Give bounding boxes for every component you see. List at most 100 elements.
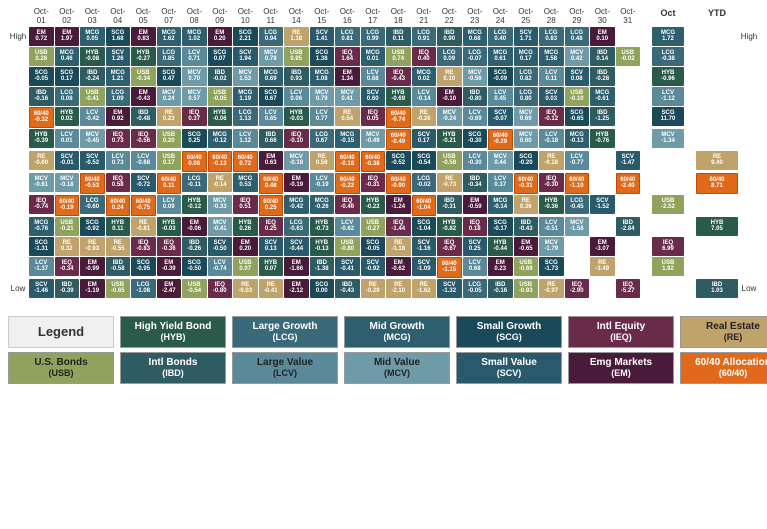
heatmap-cell: HYB7.05 (696, 217, 738, 236)
heatmap-cell: RE-1.18 (386, 237, 411, 256)
legend-item-ibd: Intl Bonds(IBD) (120, 352, 226, 384)
heatmap-cell: USB-0.93 (514, 279, 539, 298)
heatmap-cell: MCG0.17 (514, 47, 539, 66)
heatmap-cell: SCV1.41 (310, 27, 335, 46)
heatmap-cell: HYB-0.08 (80, 47, 105, 66)
heatmap-cell: IBD0.14 (590, 47, 615, 66)
heatmap-cell: MCV0.78 (259, 47, 284, 66)
heatmap-cell: LCV0.71 (182, 47, 207, 66)
heatmap-cell: LCV-0.19 (310, 173, 335, 192)
heatmap-cell: LCV-1.37 (29, 257, 54, 276)
heatmap-cell: MCV-0.24 (437, 107, 462, 126)
heatmap-cell: HYB0.02 (55, 107, 80, 126)
heatmap-cell: LCG-0.02 (412, 173, 437, 192)
heatmap-cell: EM-1.24 (386, 195, 411, 214)
heatmap-cell: IBD-0.24 (80, 67, 105, 86)
heatmap-cell: LCV-0.18 (539, 129, 564, 148)
heatmap-cell: 60/40-0.29 (488, 129, 513, 150)
heatmap-cell: USB-0.41 (80, 87, 105, 106)
heatmap-cell: 60/40-0.90 (386, 173, 411, 194)
heatmap-cell: MCV-1.58 (565, 217, 590, 236)
heatmap-cell: LCV-0.77 (565, 151, 590, 170)
heatmap-cell: EM-1.19 (80, 279, 105, 298)
heatmap-cell: RE0.23 (157, 107, 182, 126)
heatmap-cell: LCV-1.12 (652, 87, 684, 106)
heatmap-cell: LCV0.73 (106, 151, 131, 170)
heatmap-cell: MCG0.61 (488, 47, 513, 66)
heatmap-cell: MCV0.70 (182, 67, 207, 86)
heatmap-cell (590, 173, 615, 192)
heatmap-cell: EM1.34 (335, 67, 360, 86)
heatmap-cell: IEQ0.05 (361, 107, 386, 126)
heatmap-cell: SCG1.38 (310, 47, 335, 66)
heatmap-cell: MCG1.19 (233, 87, 258, 106)
legend-item-mcg: Mid Growth(MCG) (344, 316, 450, 348)
heatmap-cell: LCV-0.62 (335, 217, 360, 236)
heatmap-cell: MCG-0.12 (208, 129, 233, 148)
date-header: Oct-15 (310, 8, 335, 26)
heatmap-cell: IBD-0.43 (514, 217, 539, 236)
heatmap-cell: RE-0.03 (233, 279, 258, 298)
heatmap-cell: MCG-0.26 (310, 195, 335, 214)
heatmap-cell: SCV0.08 (565, 67, 590, 86)
heatmap-cell: LCG0.48 (565, 27, 590, 46)
heatmap-cell: USB-0.54 (182, 279, 207, 298)
heatmap-cell: HYB-0.03 (284, 107, 309, 126)
heatmap-cell: SCG-0.52 (386, 151, 411, 170)
oct-header: Oct (652, 8, 684, 26)
heatmap-cell: LCV0.68 (463, 257, 488, 276)
heatmap-cell: IBD0.90 (437, 27, 462, 46)
heatmap-cell: MCG1.02 (182, 27, 207, 46)
heatmap-cell: HYB-0.03 (157, 217, 182, 236)
heatmap-cell: HYB-0.76 (590, 129, 615, 148)
heatmap-cell: USB-0.10 (565, 87, 590, 106)
heatmap-cell: LCV0.11 (539, 67, 564, 86)
heatmap-cell: 60/40-0.13 (208, 151, 233, 172)
legend-title: Legend (8, 316, 114, 348)
legend-item-em: Emg Markets(EM) (568, 352, 674, 384)
heatmap-cell: 60/40-0.19 (55, 195, 80, 216)
heatmap-cell: HYB-0.39 (29, 129, 54, 148)
date-header: Oct-09 (208, 8, 233, 26)
heatmap-cell: EM0.20 (233, 237, 258, 256)
legend-item-mcv: Mid Value(MCV) (344, 352, 450, 384)
heatmap-cell: LCG-0.63 (284, 217, 309, 236)
legend-item-usb: U.S. Bonds(USB) (8, 352, 114, 384)
heatmap-cell: LCG-0.07 (463, 47, 488, 66)
heatmap-cell: USB1.92 (652, 257, 684, 276)
heatmap-cell (590, 151, 615, 170)
heatmap-cell (565, 237, 590, 256)
heatmap-cell: LCG-1.08 (131, 279, 156, 298)
heatmap-cell: SCG-1.73 (539, 257, 564, 276)
date-header: Oct-24 (488, 8, 513, 26)
heatmap-cell (652, 173, 684, 192)
heatmap-cell: LCV0.45 (488, 87, 513, 106)
heatmap-cell: HYB-0.21 (437, 129, 462, 148)
legend-item-hyb: High Yield Bond(HYB) (120, 316, 226, 348)
heatmap-cell (696, 237, 738, 256)
heatmap-cell: MCG1.72 (652, 27, 684, 46)
heatmap-cell: LCG0.94 (259, 27, 284, 46)
heatmap-cell: HYB-0.73 (310, 217, 335, 236)
heatmap-cell (590, 217, 615, 236)
heatmap-cell: HYB-0.44 (488, 237, 513, 256)
heatmap-cell: LCV0.01 (55, 129, 80, 148)
heatmap-cell: 60/40-2.40 (616, 173, 641, 194)
heatmap-cell: LCG-0.38 (652, 47, 684, 66)
heatmap-cell: RE-0.14 (208, 173, 233, 192)
heatmap-cell: SCV-0.50 (208, 237, 233, 256)
heatmap-cell: IEQ0.51 (233, 195, 258, 214)
heatmap-cell: LCV-0.68 (131, 151, 156, 170)
heatmap-cell: IBD-0.26 (182, 237, 207, 256)
heatmap-cell: IEQ0.40 (412, 47, 437, 66)
heatmap-cell: IEQ-0.56 (131, 129, 156, 148)
heatmap-cell: LCV0.37 (488, 173, 513, 192)
heatmap-cell: MCG-0.61 (590, 87, 615, 106)
heatmap-cell (616, 107, 641, 126)
heatmap-cell: EM0.10 (590, 27, 615, 46)
heatmap-cell: RE0.54 (335, 107, 360, 126)
heatmap-cell: SCV-1.16 (412, 237, 437, 256)
heatmap-cell: MCV-0.56 (463, 67, 488, 86)
heatmap-cell: 60/40-1.10 (565, 173, 590, 194)
heatmap-cell: SCG-0.17 (488, 217, 513, 236)
